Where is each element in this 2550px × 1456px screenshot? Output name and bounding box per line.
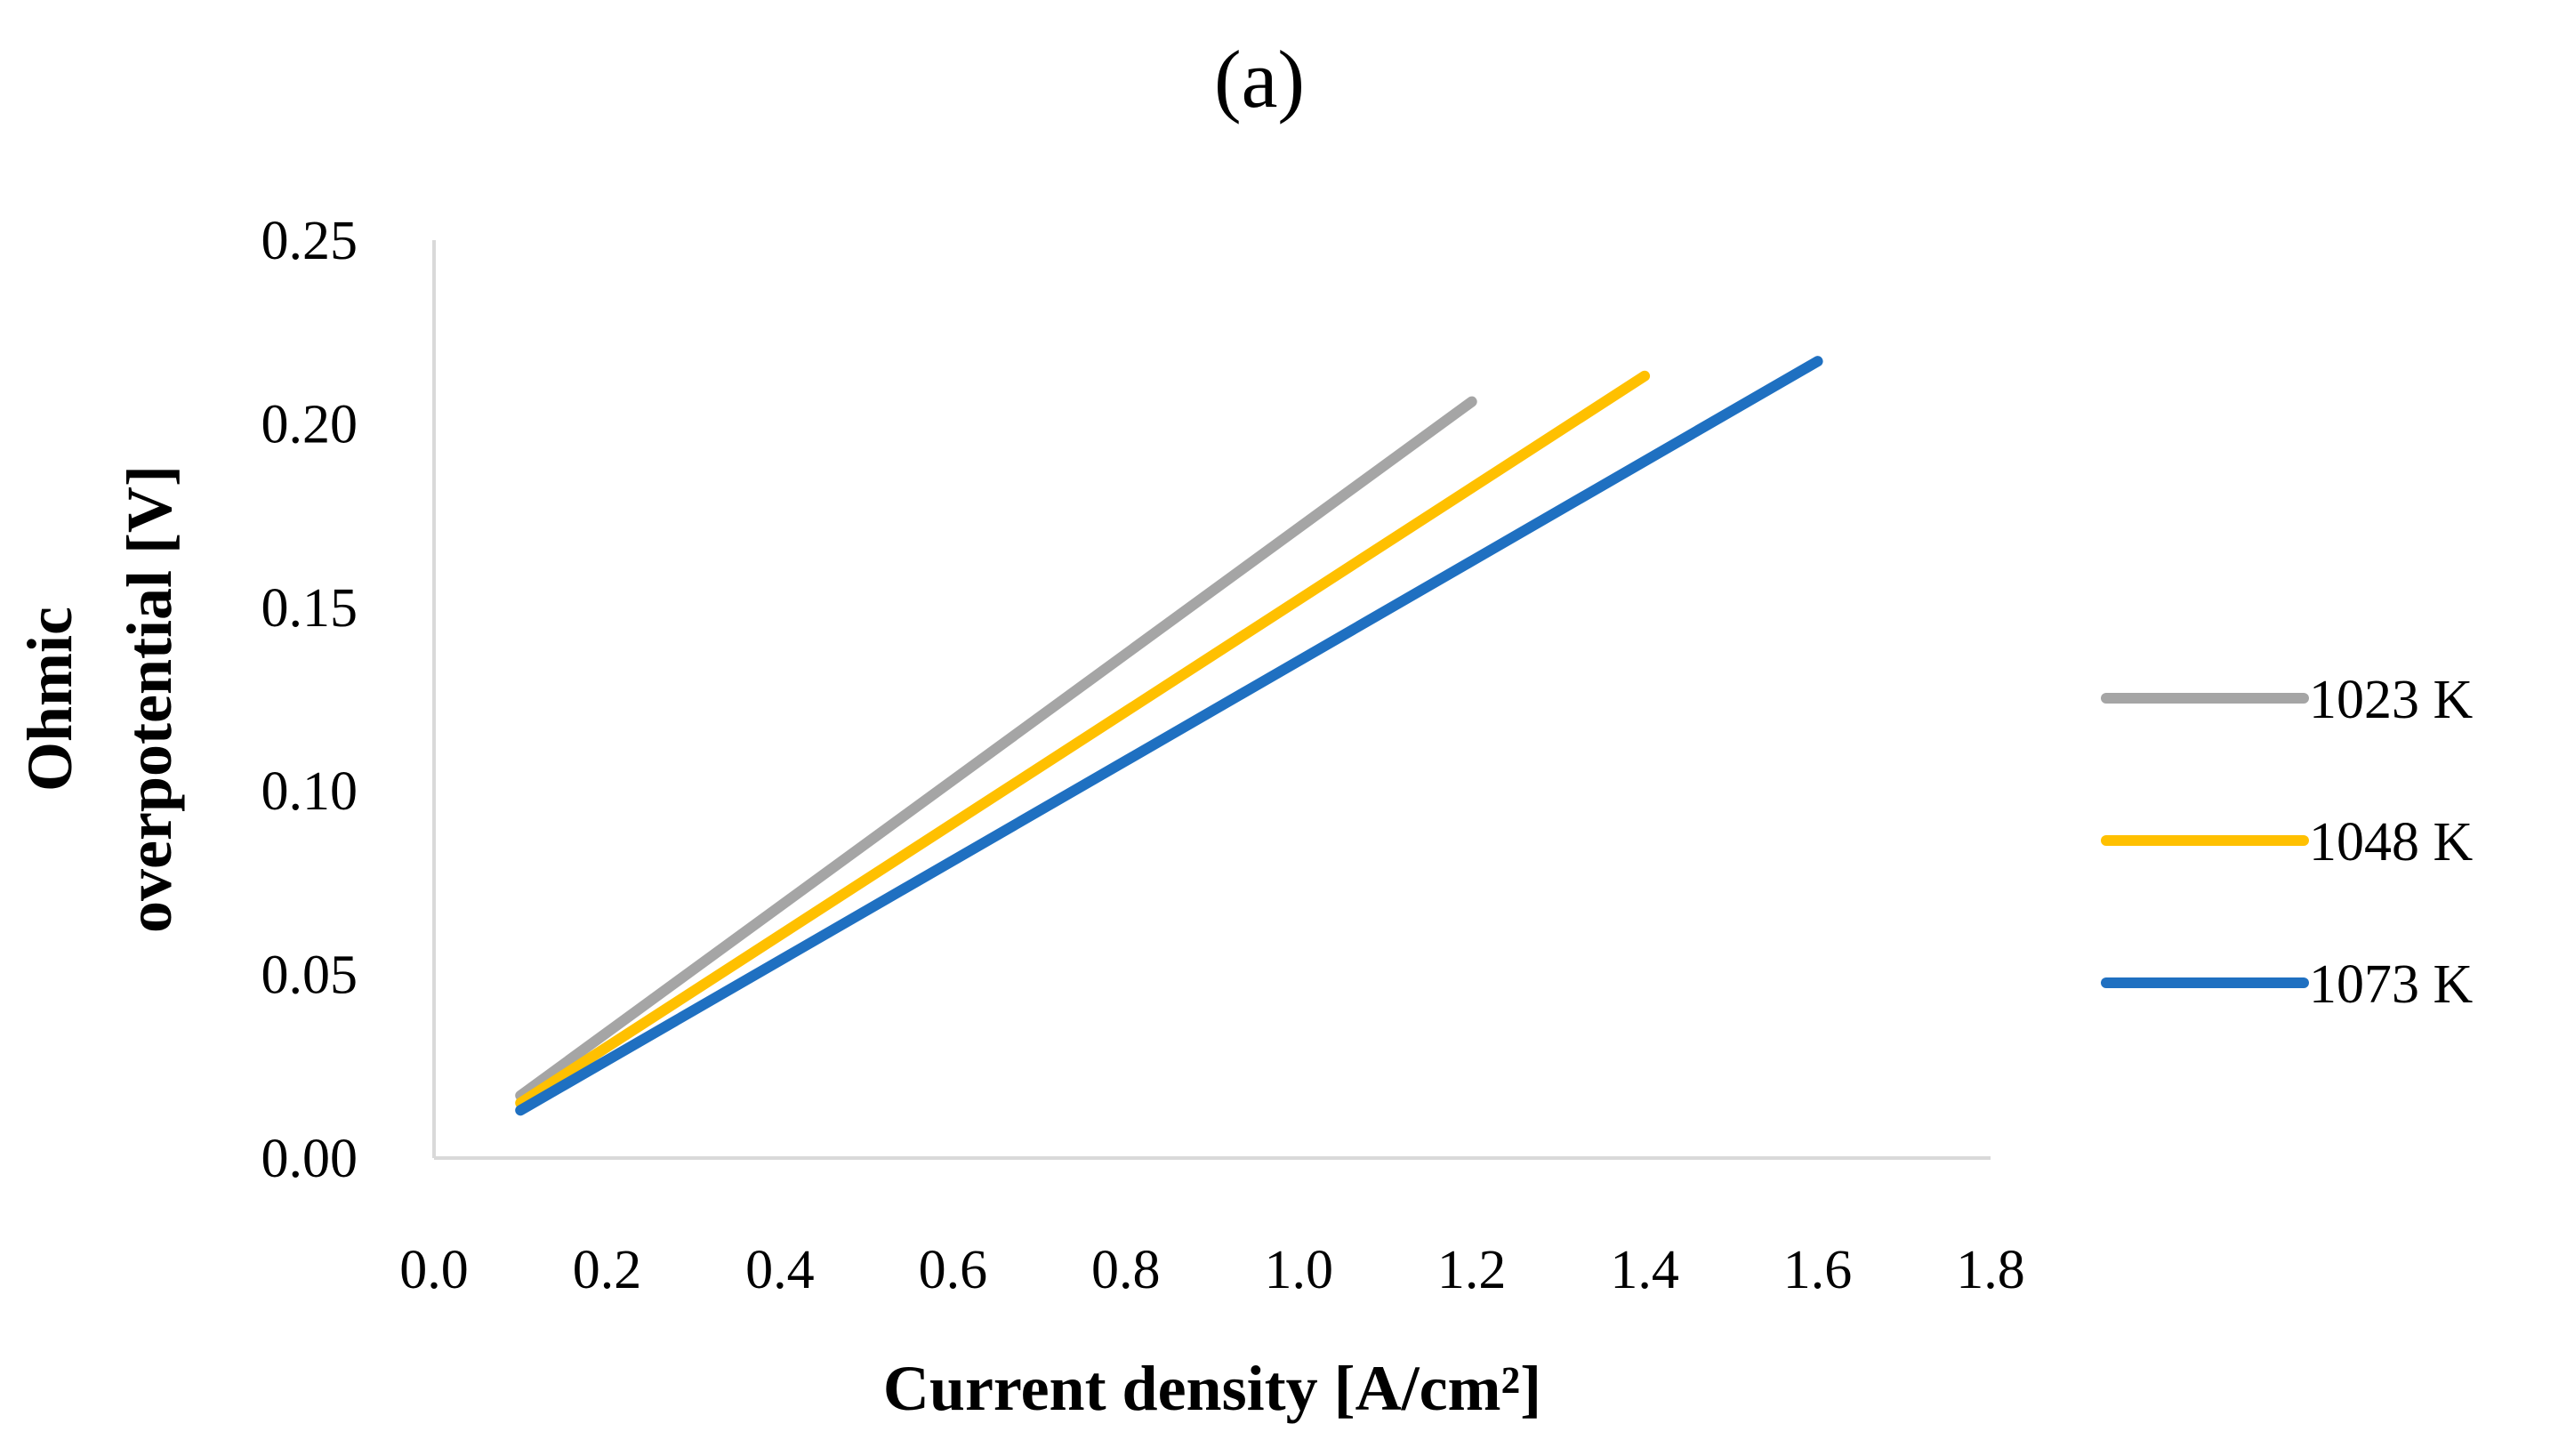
y-tick-label: 0.05 — [261, 945, 358, 1006]
x-tick-label: 1.0 — [1264, 1240, 1333, 1300]
series-line-1023-k — [515, 396, 1477, 1101]
y-tick-label: 0.00 — [261, 1129, 358, 1189]
x-tick-label: 0.2 — [573, 1240, 642, 1300]
x-axis-tick-labels: 0.0 0.2 0.4 0.6 0.8 1.0 1.2 1.4 1.6 1.8 — [399, 1240, 2025, 1300]
y-tick-label: 0.25 — [261, 211, 358, 271]
y-axis-title-line-2: overpotential [V] — [114, 465, 185, 933]
legend-label: 1023 K — [2309, 670, 2474, 730]
series-line-1048-k — [515, 370, 1651, 1109]
y-axis-title: Ohmic overpotential [V] — [14, 465, 185, 933]
x-tick-label: 1.8 — [1956, 1240, 2025, 1300]
y-axis-title-line-1: Ohmic — [14, 607, 85, 792]
plot-area — [432, 240, 1991, 1160]
x-tick-label: 0.8 — [1091, 1240, 1161, 1300]
series-line-1073-k — [515, 356, 1823, 1116]
legend: 1023 K 1048 K 1073 K — [2101, 670, 2474, 1015]
y-tick-label: 0.20 — [261, 394, 358, 454]
y-axis-tick-labels: 0.00 0.05 0.10 0.15 0.20 0.25 — [261, 211, 358, 1189]
x-tick-label: 0.6 — [919, 1240, 988, 1300]
x-tick-label: 1.2 — [1437, 1240, 1507, 1300]
x-tick-label: 0.4 — [745, 1240, 815, 1300]
x-axis-title: Current density [A/cm²] — [883, 1353, 1541, 1424]
legend-label: 1048 K — [2309, 812, 2474, 873]
chart-title: (a) — [1214, 34, 1305, 125]
x-tick-label: 0.0 — [399, 1240, 469, 1300]
x-tick-label: 1.6 — [1783, 1240, 1853, 1300]
legend-label: 1073 K — [2309, 954, 2474, 1015]
y-tick-label: 0.15 — [261, 578, 358, 639]
x-tick-label: 1.4 — [1610, 1240, 1679, 1300]
y-tick-label: 0.10 — [261, 761, 358, 822]
series-lines — [515, 356, 1823, 1116]
